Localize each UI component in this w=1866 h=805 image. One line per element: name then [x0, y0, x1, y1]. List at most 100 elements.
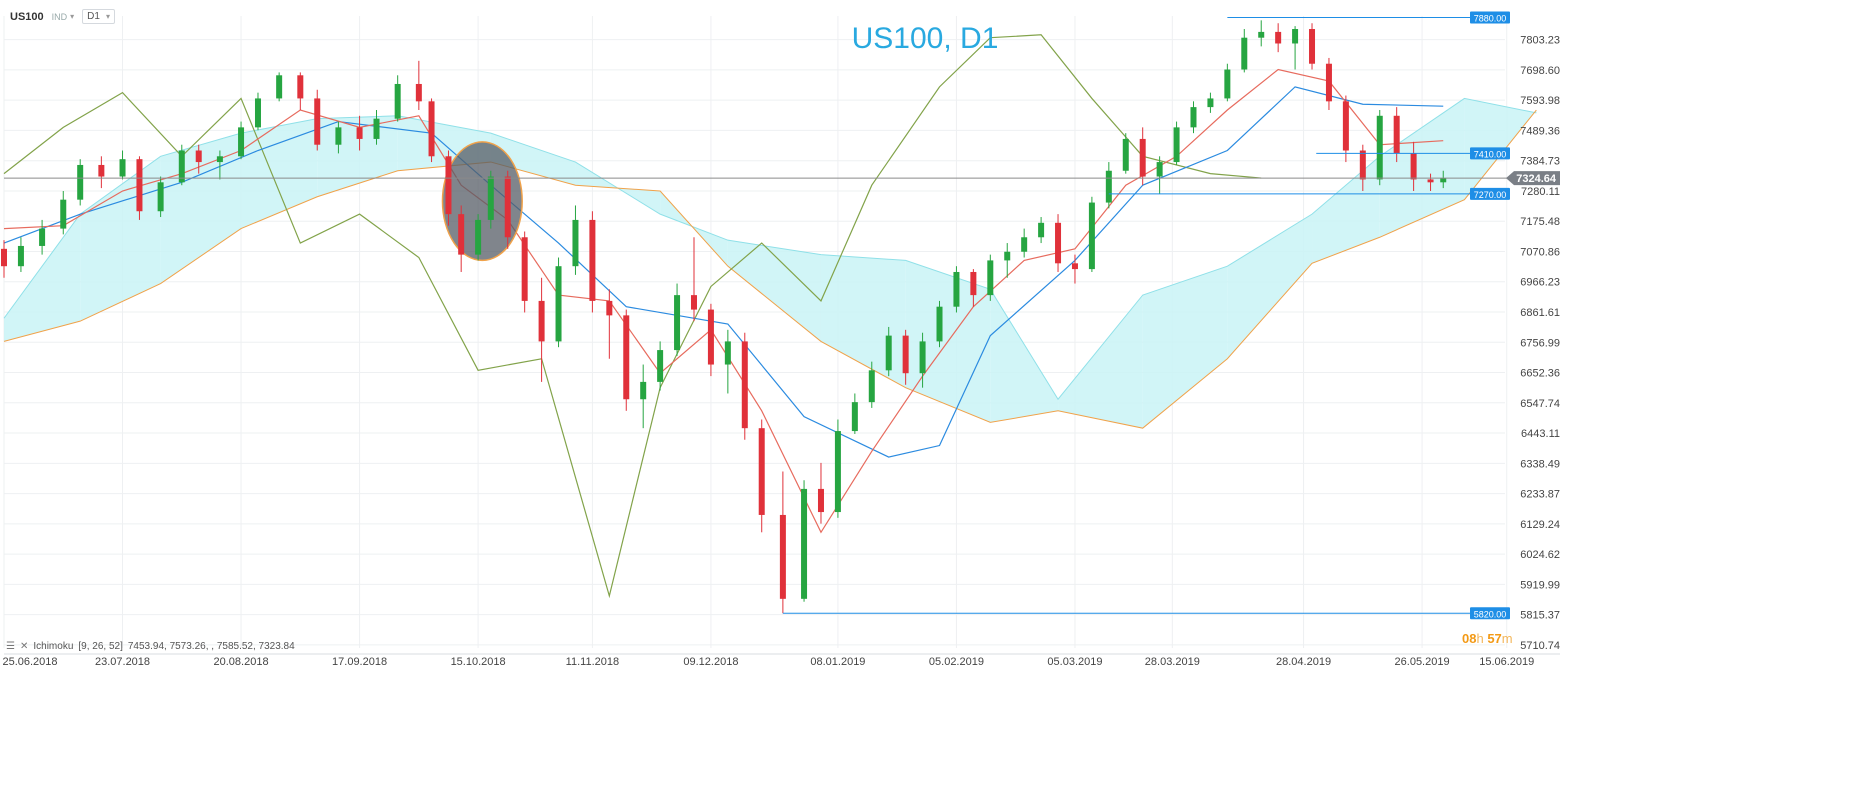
candle — [1038, 217, 1045, 244]
level-badge-label: 7270.00 — [1474, 190, 1507, 200]
candle — [657, 341, 664, 391]
timeframe-select[interactable]: D1 ▾ — [82, 9, 115, 24]
horizontal-levels: 7324.64 7880.00 7410.00 7270.00 5820.00 — [4, 11, 1560, 620]
candle — [589, 211, 596, 313]
candle — [1122, 133, 1129, 174]
candle — [1309, 23, 1316, 70]
candle-body — [1122, 138, 1129, 171]
y-tick-label: 6024.62 — [1520, 549, 1560, 561]
candle-body — [834, 431, 841, 513]
candle-body — [936, 306, 943, 342]
candle-body — [445, 156, 452, 215]
candle — [297, 72, 304, 111]
candle-body — [1038, 222, 1045, 238]
candle-body — [987, 260, 994, 296]
settings-icon[interactable]: ☰ — [6, 641, 15, 652]
candle-body — [623, 315, 630, 400]
candle — [690, 237, 697, 322]
candle-body — [1190, 107, 1197, 128]
candle — [758, 419, 765, 533]
senkou-span-b — [3, 109, 1537, 429]
x-tick-label: 08.01.2019 — [810, 656, 865, 668]
candle-body — [640, 381, 647, 400]
tenkan-sen-line — [3, 68, 1444, 534]
candle — [868, 361, 875, 408]
y-tick-label: 6861.61 — [1520, 307, 1560, 319]
candle — [724, 329, 731, 394]
candle — [970, 269, 977, 307]
candle-body — [707, 309, 714, 365]
candle — [1105, 162, 1112, 209]
candle-body — [1309, 29, 1316, 64]
x-tick-label: 11.11.2018 — [566, 656, 619, 668]
symbol-label[interactable]: US100 — [10, 10, 44, 23]
candle-body — [589, 219, 596, 301]
level-badge-label: 7880.00 — [1474, 13, 1507, 23]
candle-body — [487, 176, 494, 220]
candle — [801, 480, 808, 602]
countdown-minutes: 57 — [1487, 631, 1502, 646]
candle-body — [1139, 138, 1146, 177]
candle — [1173, 121, 1180, 165]
close-icon[interactable]: ✕ — [19, 641, 29, 652]
candle — [1190, 101, 1197, 134]
candle-body — [394, 83, 401, 119]
candle — [572, 205, 579, 275]
candle — [1088, 196, 1095, 272]
cloud-segment — [4, 214, 81, 342]
candle — [335, 121, 342, 154]
candle-body — [1410, 153, 1417, 180]
candle — [1156, 156, 1163, 194]
candle — [1359, 144, 1366, 191]
cloud-segment — [80, 156, 161, 322]
kijun-sen-line — [3, 86, 1444, 458]
chevron-down-icon: ▾ — [70, 12, 75, 21]
candle — [640, 364, 647, 429]
candle-body — [373, 118, 380, 139]
chart-grid — [3, 16, 1508, 648]
y-tick-label: 6652.36 — [1520, 368, 1560, 380]
candle-body — [238, 127, 245, 157]
candle-body — [885, 335, 892, 371]
y-tick-label: 6547.74 — [1520, 398, 1560, 410]
y-tick-label: 6233.87 — [1520, 489, 1560, 501]
candle — [953, 266, 960, 313]
candle — [779, 471, 786, 614]
candle-body — [674, 295, 681, 351]
candle-body — [297, 75, 304, 99]
candle-body — [1258, 31, 1265, 38]
candle-body — [851, 402, 858, 432]
candle-body — [276, 75, 283, 99]
candle-body — [572, 219, 579, 267]
candle — [276, 72, 283, 102]
y-tick-label: 7070.86 — [1520, 246, 1560, 258]
x-tick-label: 23.07.2018 — [95, 656, 150, 668]
candle-body — [919, 341, 926, 374]
x-tick-label: 09.12.2018 — [683, 656, 738, 668]
candle — [178, 144, 185, 186]
candle — [254, 92, 261, 131]
ichimoku-cloud — [3, 97, 1537, 429]
candle — [1325, 57, 1332, 111]
candle-body — [1071, 263, 1078, 270]
candle-body — [178, 150, 185, 183]
candle — [1376, 110, 1383, 186]
candle — [373, 110, 380, 145]
cloud-segment — [990, 289, 1059, 423]
countdown-hours: 08 — [1462, 631, 1477, 646]
level-badge-label: 7410.00 — [1474, 149, 1507, 159]
countdown-minutes-unit: m — [1501, 631, 1513, 646]
cloud-segment — [1227, 214, 1313, 359]
candle-body — [741, 341, 748, 429]
candle-body — [1173, 127, 1180, 163]
y-tick-label: 6443.11 — [1521, 428, 1560, 440]
timeframe-value: D1 — [87, 11, 100, 22]
instrument-type[interactable]: IND ▾ — [52, 12, 75, 22]
candle-body — [39, 228, 46, 246]
chikou-span-line — [3, 34, 1262, 599]
candle — [707, 303, 714, 377]
candle — [1440, 170, 1447, 189]
level-badge-label: 5820.00 — [1474, 609, 1507, 619]
candle-body — [1325, 63, 1332, 102]
